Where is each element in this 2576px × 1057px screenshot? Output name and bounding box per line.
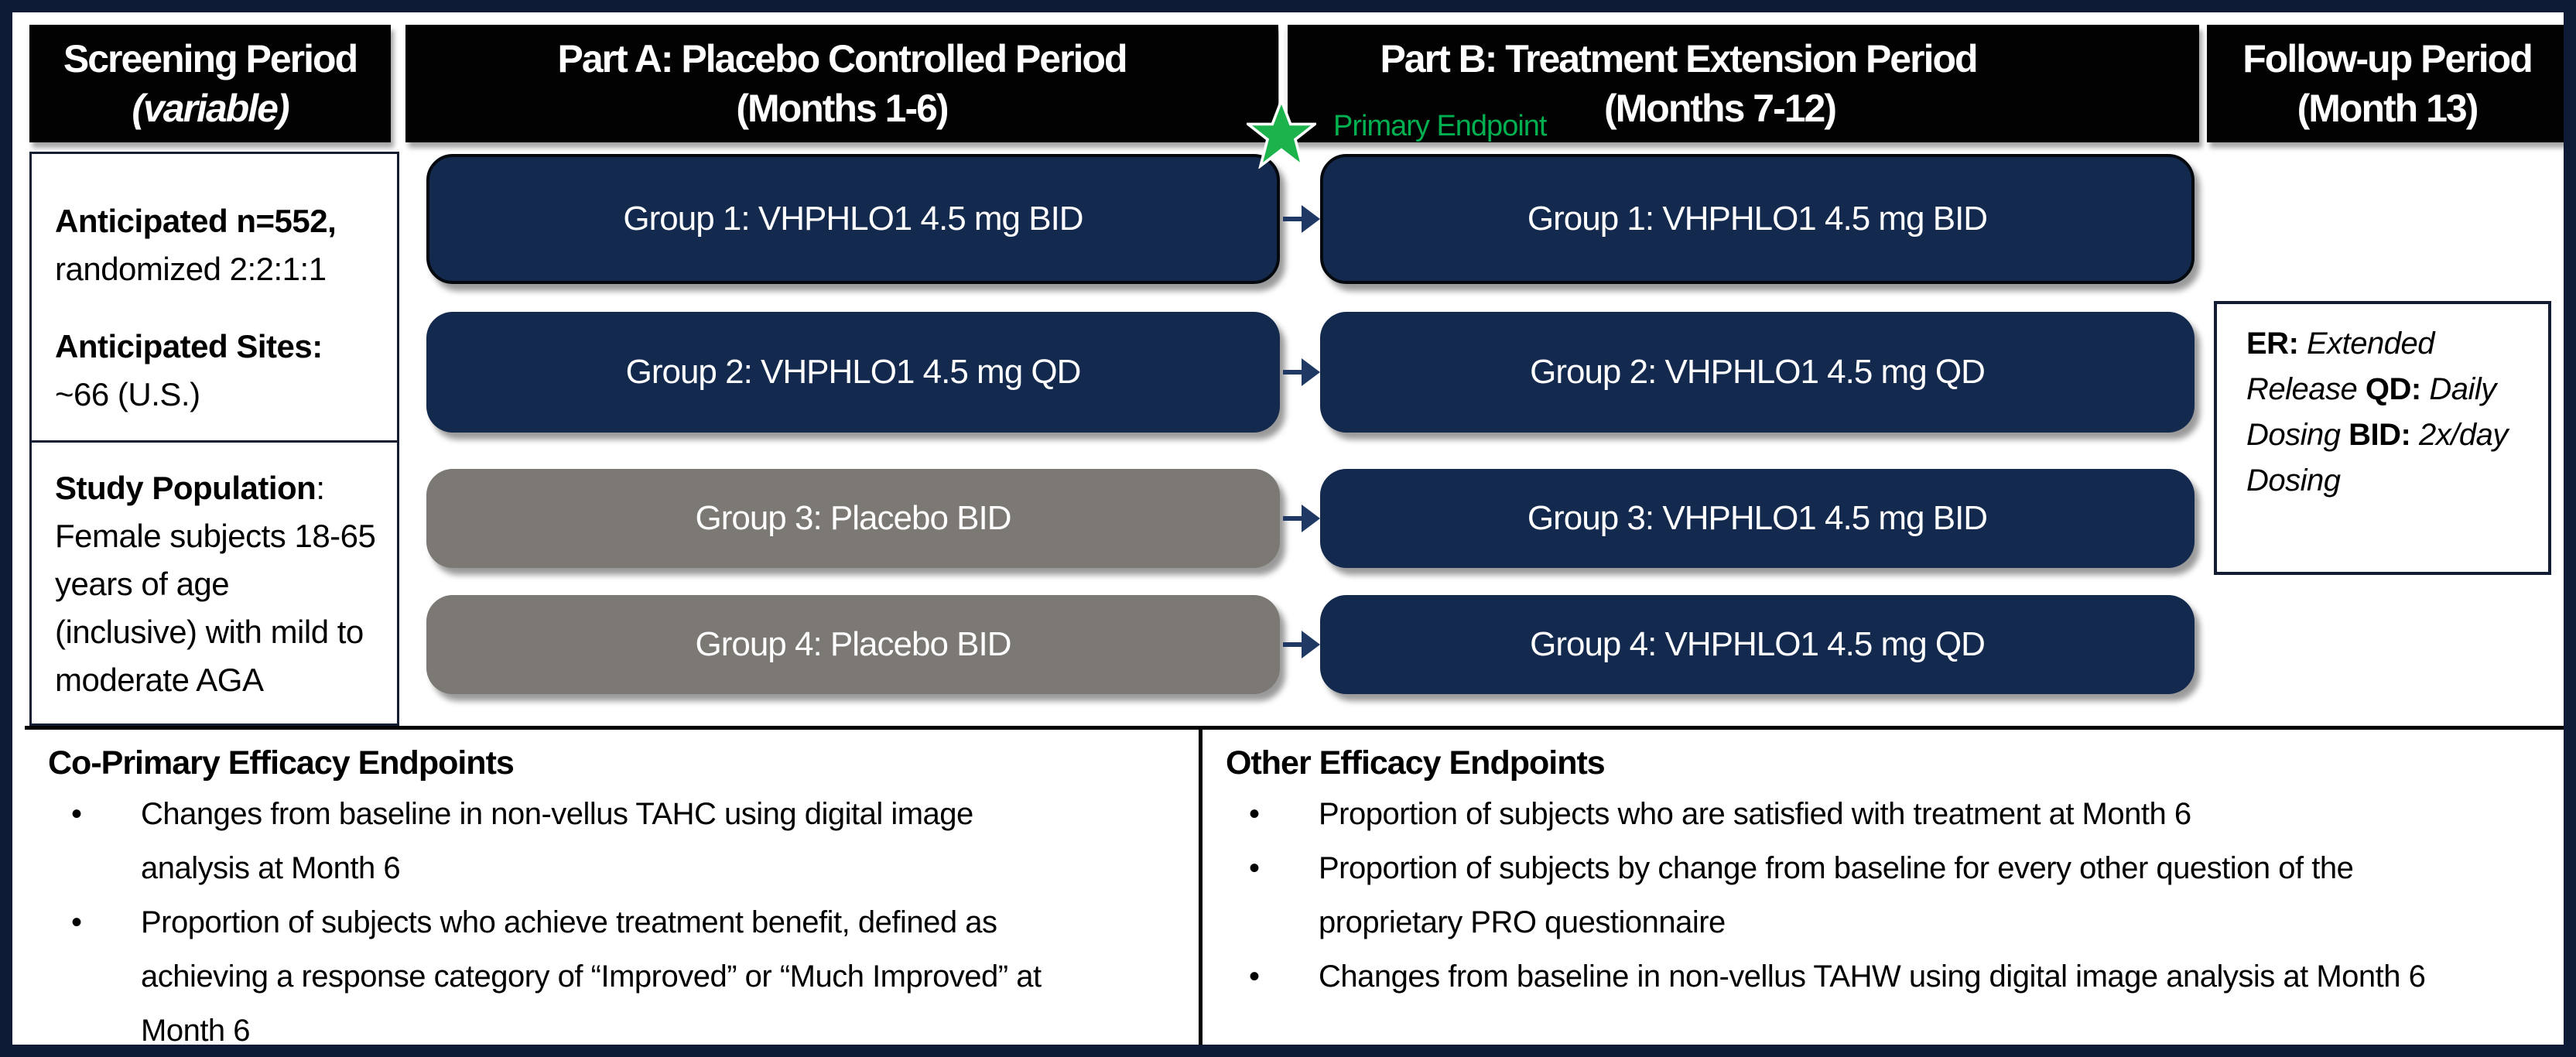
bar-label: Group 1: VHPHLO1 4.5 mg BID xyxy=(1527,200,1988,238)
list-item: Proportion of subjects who achieve treat… xyxy=(48,895,1062,1045)
endpoint-marker-line xyxy=(1279,25,1284,102)
list-item: Proportion of subjects who are satisfied… xyxy=(1226,787,2441,841)
header-part-b: Part B: Treatment Extension Period (Mont… xyxy=(1288,25,2199,142)
study-population-text: : Female subjects 18-65 years of age (in… xyxy=(55,470,376,698)
other-endpoints-panel: Other Efficacy Endpoints Proportion of s… xyxy=(1202,726,2564,1045)
list-item: Proportion of subjects by change from ba… xyxy=(1226,841,2441,949)
list-item: Changes from baseline in non-vellus TAHC… xyxy=(48,787,1062,895)
bar-label: Group 4: VHPHLO1 4.5 mg QD xyxy=(1530,625,1986,663)
abbreviation-legend: ER: Extended Release QD: Daily Dosing BI… xyxy=(2214,301,2551,575)
bar-label: Group 3: Placebo BID xyxy=(695,499,1011,537)
bar-label: Group 2: VHPHLO1 4.5 mg QD xyxy=(1530,353,1986,391)
header-part-a: Part A: Placebo Controlled Period (Month… xyxy=(405,25,1278,142)
bar-partb-group3: Group 3: VHPHLO1 4.5 mg BID xyxy=(1320,469,2195,568)
other-endpoints-list: Proportion of subjects who are satisfied… xyxy=(1226,787,2564,1004)
bar-partb-group4: Group 4: VHPHLO1 4.5 mg QD xyxy=(1320,595,2195,694)
co-primary-endpoints-title: Co-Primary Efficacy Endpoints xyxy=(48,744,515,782)
primary-endpoint-star-icon xyxy=(1247,99,1316,169)
sidebar-enrollment-info: Anticipated n=552, randomized 2:2:1:1 An… xyxy=(29,152,399,443)
flow-arrow-group4 xyxy=(1283,631,1320,658)
header-line2: (Month 13) xyxy=(2297,87,2479,130)
bar-parta-group1: Group 1: VHPHLO1 4.5 mg BID xyxy=(426,154,1280,284)
bar-parta-group4: Group 4: Placebo BID xyxy=(426,595,1280,694)
sidebar-study-population: Study Population: Female subjects 18-65 … xyxy=(29,440,399,726)
flow-arrow-group3 xyxy=(1283,505,1320,532)
anticipated-sites-block: Anticipated Sites: ~66 (U.S.) xyxy=(55,323,377,419)
bar-label: Group 1: VHPHLO1 4.5 mg BID xyxy=(623,200,1083,238)
anticipated-n-bold: Anticipated n=552, xyxy=(55,203,337,239)
other-endpoints-title: Other Efficacy Endpoints xyxy=(1226,744,1606,782)
list-item: Changes from baseline in non-vellus TAHW… xyxy=(1226,949,2441,1004)
header-line2: (Months 7-12) xyxy=(1604,87,1837,130)
bar-parta-group2: Group 2: VHPHLO1 4.5 mg QD xyxy=(426,312,1280,433)
header-line1: Part B: Treatment Extension Period xyxy=(1380,37,1978,80)
primary-endpoint-label: Primary Endpoint xyxy=(1333,110,1547,142)
legend-meaning-qd: Daily Dosing xyxy=(2246,372,2496,452)
bar-label: Group 4: Placebo BID xyxy=(695,625,1011,663)
co-primary-endpoints-list: Changes from baseline in non-vellus TAHC… xyxy=(48,787,1199,1045)
header-line1: Screening Period xyxy=(63,37,358,80)
header-screening-period: Screening Period (variable) xyxy=(29,25,391,142)
anticipated-sites-bold: Anticipated Sites: xyxy=(55,328,323,364)
bar-partb-group1: Group 1: VHPHLO1 4.5 mg BID xyxy=(1320,154,2195,284)
bar-parta-group3: Group 3: Placebo BID xyxy=(426,469,1280,568)
legend-meaning-bid: 2x/day Dosing xyxy=(2246,418,2508,498)
anticipated-n-text: randomized 2:2:1:1 xyxy=(55,251,327,287)
legend-meaning-er: Extended Release xyxy=(2246,327,2435,406)
header-line2: (Months 1-6) xyxy=(736,87,949,130)
anticipated-n-block: Anticipated n=552, randomized 2:2:1:1 xyxy=(55,197,377,293)
co-primary-endpoints-panel: Co-Primary Efficacy Endpoints Changes fr… xyxy=(25,726,1202,1045)
flow-arrow-group2 xyxy=(1283,358,1320,386)
header-line1: Part A: Placebo Controlled Period xyxy=(557,37,1127,80)
header-line1: Follow-up Period xyxy=(2242,37,2533,80)
header-line2: (variable) xyxy=(132,87,289,130)
header-follow-up: Follow-up Period (Month 13) xyxy=(2207,25,2564,142)
flow-arrow-group1 xyxy=(1283,205,1320,233)
legend-abbr-er: ER: xyxy=(2246,327,2299,361)
bar-label: Group 2: VHPHLO1 4.5 mg QD xyxy=(625,353,1082,391)
bar-label: Group 3: VHPHLO1 4.5 mg BID xyxy=(1527,499,1988,537)
legend-abbr-bid: BID: xyxy=(2349,418,2411,452)
bar-partb-group2: Group 2: VHPHLO1 4.5 mg QD xyxy=(1320,312,2195,433)
anticipated-sites-text: ~66 (U.S.) xyxy=(55,376,200,412)
study-population-bold: Study Population xyxy=(55,470,316,506)
legend-abbr-qd: QD: xyxy=(2365,372,2421,406)
